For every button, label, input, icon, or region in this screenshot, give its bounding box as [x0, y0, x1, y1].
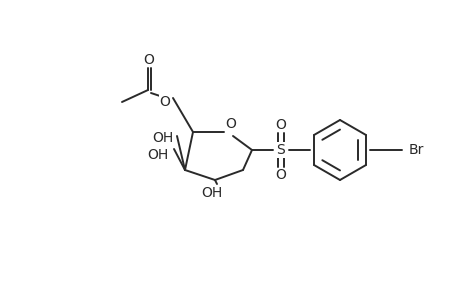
Text: S: S [276, 143, 285, 157]
Text: O: O [225, 117, 236, 131]
Text: OH: OH [201, 186, 222, 200]
Text: O: O [143, 53, 154, 67]
Text: O: O [159, 95, 170, 109]
Text: Br: Br [408, 143, 423, 157]
Text: O: O [275, 118, 286, 132]
Text: O: O [275, 168, 286, 182]
Text: OH: OH [152, 131, 173, 145]
Text: OH: OH [147, 148, 168, 162]
